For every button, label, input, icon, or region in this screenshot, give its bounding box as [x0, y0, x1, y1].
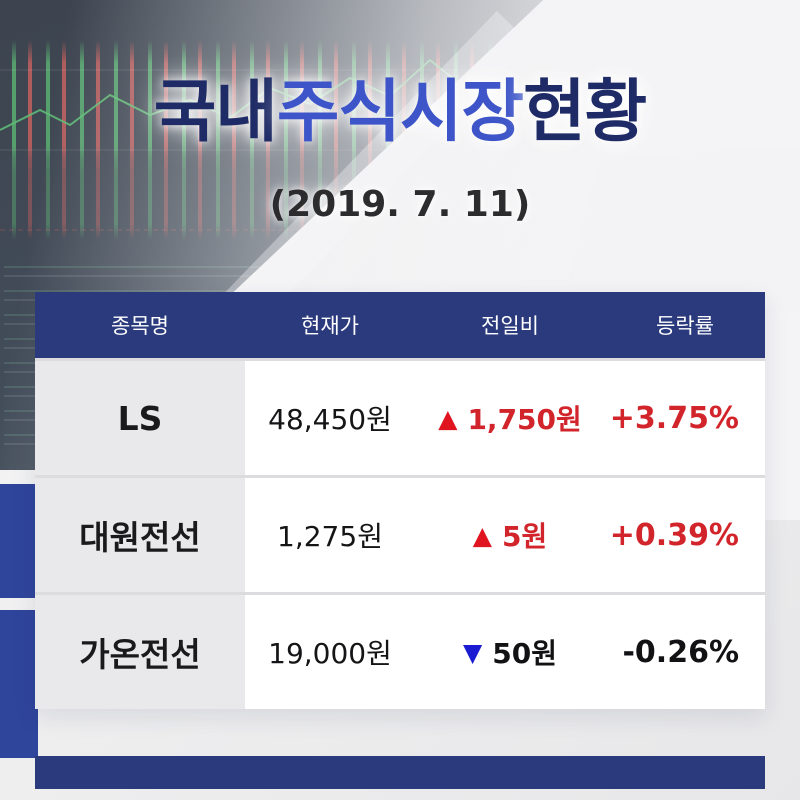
bottom-navy-bar [35, 756, 765, 789]
stock-price: 48,450원 [268, 403, 392, 436]
up-triangle-icon: ▲ [438, 403, 458, 433]
left-accent-block-bottom [0, 610, 38, 758]
stock-change: ▲ 1,750원 [415, 398, 605, 438]
stock-table: 종목명 현재가 전일비 등락률 LS 48,450원 ▲ 1,750원 +3.7… [35, 292, 765, 709]
table-header-row: 종목명 현재가 전일비 등락률 [35, 292, 765, 358]
change-rate: -0.26% [622, 634, 739, 670]
stock-name: LS [35, 361, 245, 475]
up-triangle-icon: ▲ [472, 520, 492, 550]
column-header-rate: 등락률 [656, 314, 714, 338]
table-row: LS 48,450원 ▲ 1,750원 +3.75% [35, 358, 765, 475]
column-header-change: 전일비 [481, 314, 539, 338]
change-value: 5원 [501, 520, 548, 553]
down-triangle-icon: ▼ [463, 637, 483, 667]
page-title: 국내주식시장현황 [0, 73, 800, 152]
column-header-price: 현재가 [301, 314, 359, 338]
title-segment-domestic: 국내 [153, 73, 278, 152]
change-rate: +0.39% [609, 517, 739, 553]
table-row: 가온전선 19,000원 ▼ 50원 -0.26% [35, 592, 765, 709]
title-segment-status: 현황 [523, 73, 647, 152]
change-value: 1,750원 [467, 403, 582, 436]
stock-price: 1,275원 [277, 520, 383, 553]
table-row: 대원전선 1,275원 ▲ 5원 +0.39% [35, 475, 765, 592]
change-value: 50원 [492, 637, 557, 670]
left-accent-block-top [0, 484, 38, 598]
stock-change: ▼ 50원 [415, 632, 605, 672]
stock-name: 대원전선 [35, 478, 245, 592]
report-date: (2019. 7. 11) [269, 184, 531, 225]
stock-price: 19,000원 [268, 637, 392, 670]
stock-change: ▲ 5원 [415, 515, 605, 555]
column-header-name: 종목명 [111, 314, 169, 338]
title-segment-stockmarket: 주식시장 [276, 73, 524, 152]
stock-name: 가온전선 [35, 595, 245, 709]
change-rate: +3.75% [609, 400, 739, 436]
